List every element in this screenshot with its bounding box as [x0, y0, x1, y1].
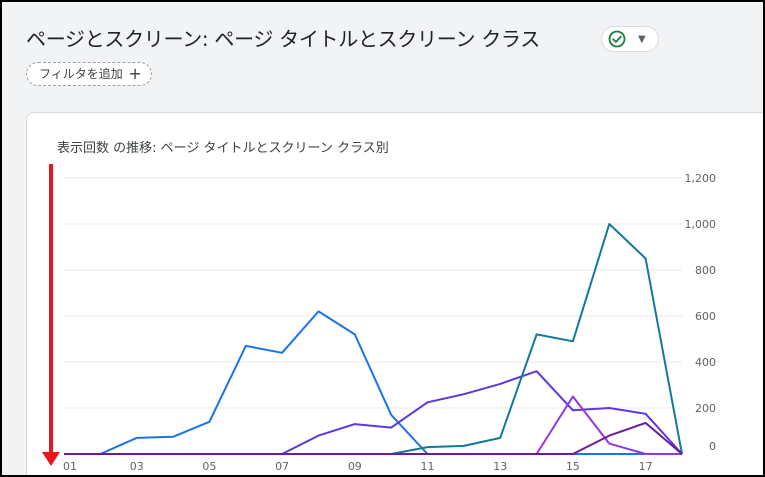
series-line: [64, 310, 682, 455]
series-line: [64, 421, 683, 455]
chart-title: 表示回数 の推移: ページ タイトルとスクリーン クラス別: [57, 141, 389, 156]
annotation-arrow-head: [42, 452, 60, 466]
x-tick-label: 05: [202, 460, 216, 473]
caret-down-icon: ▼: [638, 34, 646, 45]
plus-icon: +: [128, 64, 142, 83]
check-circle-icon: [608, 30, 626, 48]
report-header: ページとスクリーン: ページ タイトルとスクリーン クラス ▼ フィルタを追加 …: [2, 2, 763, 107]
x-tick-label: 01: [63, 460, 77, 473]
y-tick-label: 0: [709, 440, 716, 453]
y-tick-label: 800: [695, 264, 716, 277]
y-tick-label: 600: [695, 310, 716, 323]
y-tick-label: 1,200: [685, 172, 717, 185]
chart-card: [26, 112, 763, 475]
x-tick-label: 03: [130, 460, 144, 473]
x-tick-label: 17: [639, 460, 653, 473]
add-filter-button[interactable]: フィルタを追加 +: [26, 62, 152, 86]
x-tick-label: 09: [348, 460, 362, 473]
y-tick-label: 1,000: [685, 218, 717, 231]
series-line: [64, 370, 683, 455]
add-filter-label: フィルタを追加: [39, 67, 123, 81]
status-dropdown[interactable]: ▼: [601, 26, 659, 52]
x-tick-label: 11: [421, 460, 435, 473]
series-line: [64, 223, 683, 455]
y-tick-label: 200: [695, 402, 716, 415]
x-tick-label: 07: [275, 460, 289, 473]
page-title: ページとスクリーン: ページ タイトルとスクリーン クラス: [26, 27, 540, 51]
y-tick-label: 400: [695, 356, 716, 369]
x-tick-label: 13: [493, 460, 507, 473]
x-tick-label: 15: [566, 460, 580, 473]
